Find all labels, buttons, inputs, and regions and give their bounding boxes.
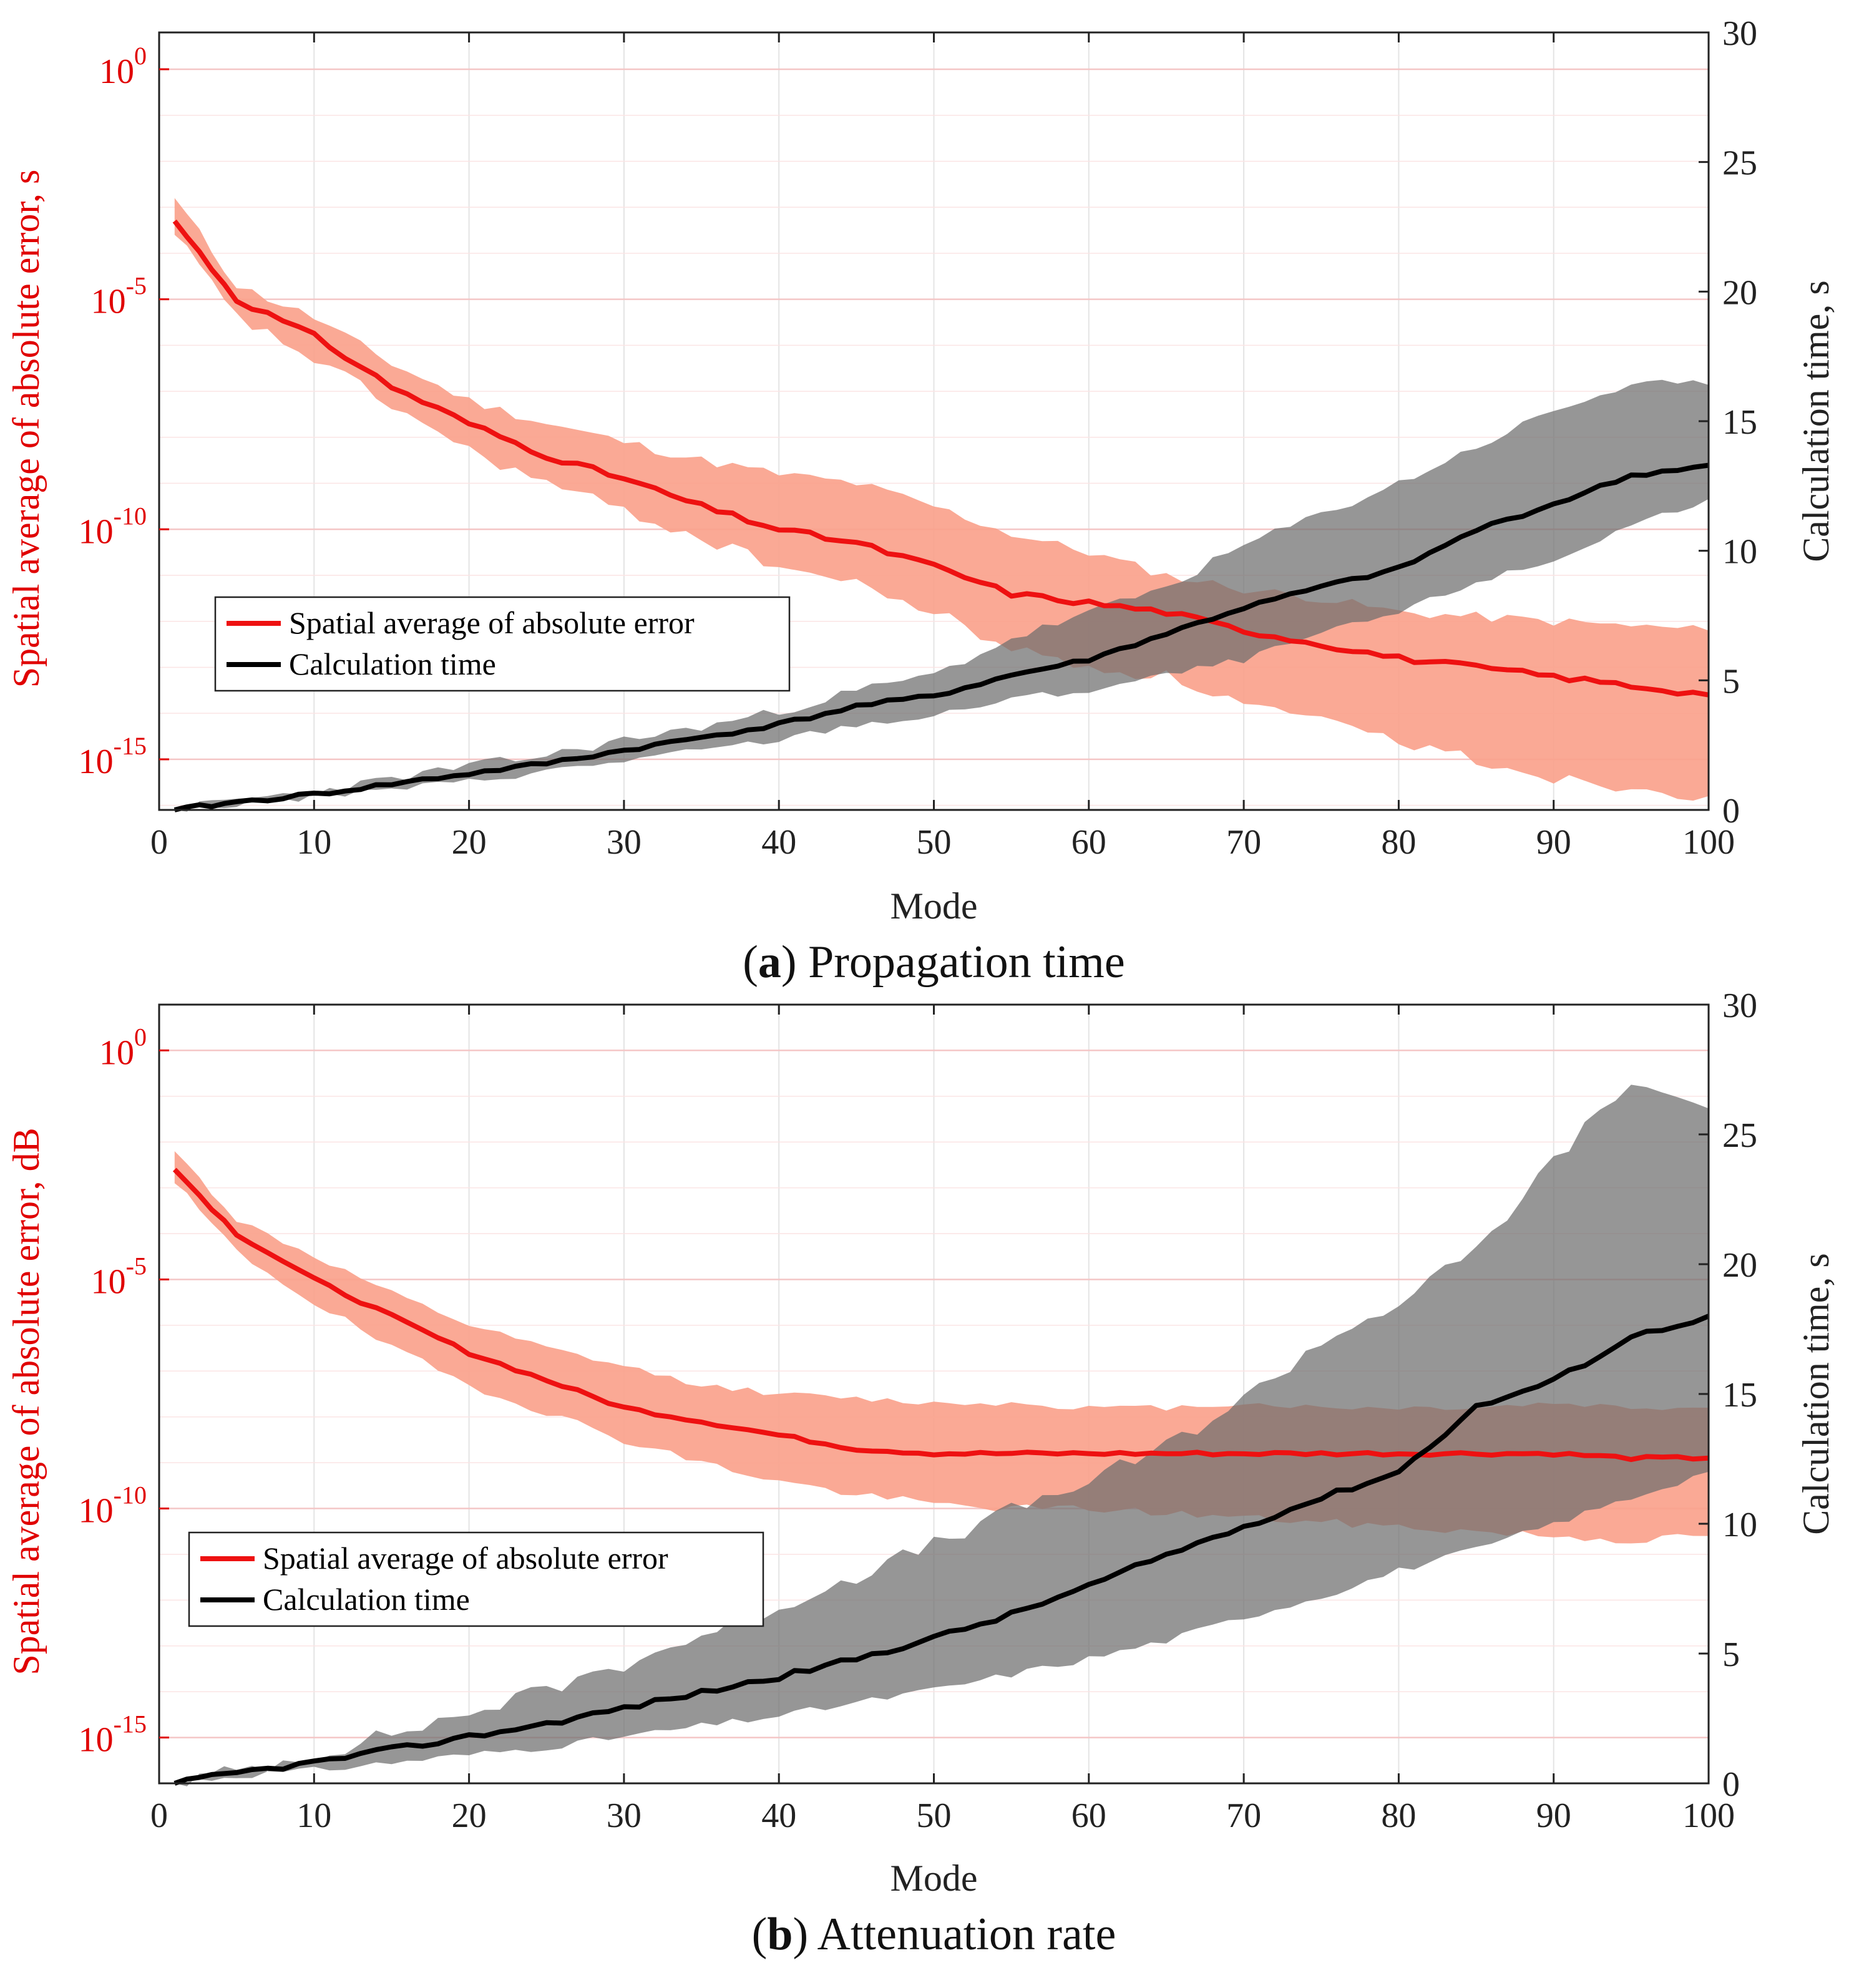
legend-label-error: Spatial average of absolute error (289, 605, 695, 640)
left-y-tick-labels: 100 10-5 10-10 10-15 (79, 1023, 169, 1760)
right-y-tick-label: 25 (1722, 144, 1757, 183)
x-tick-label: 30 (607, 823, 642, 862)
left-y-tick-label: 10-10 (79, 502, 147, 551)
x-tick-label: 40 (761, 1796, 796, 1835)
left-y-tick-label: 10-5 (91, 1252, 147, 1301)
x-tick-labels: 0 10 20 30 40 50 60 70 80 90 100 (150, 32, 1735, 862)
panel-a: 0 10 20 30 40 50 60 70 80 90 100 10010-510-1010-15… (6, 14, 1837, 988)
caption-open-paren: ( (743, 937, 758, 988)
right-y-tick-label: 20 (1722, 1246, 1757, 1285)
right-y-tick-label: 15 (1722, 403, 1757, 442)
x-tick-label: 100 (1682, 823, 1735, 862)
x-tick-label: 90 (1536, 823, 1571, 862)
caption-text: Propagation time (808, 937, 1125, 988)
left-y-tick-labels: 100 10-5 10-10 10-15 (79, 42, 169, 781)
x-tick-label: 10 (296, 1796, 331, 1835)
right-y-tick-label: 30 (1722, 987, 1757, 1025)
error-band (174, 198, 1709, 801)
right-y-axis-label: Calculation time, s (1795, 1253, 1837, 1535)
legend-label-time: Calculation time (263, 1582, 470, 1617)
left-y-tick-label: 10-15 (79, 732, 147, 781)
confidence-bands (174, 198, 1709, 812)
right-y-tick-label: 25 (1722, 1116, 1757, 1155)
caption-letter: a (758, 937, 781, 988)
right-y-tick-label: 15 (1722, 1376, 1757, 1415)
right-y-tick-label: 30 (1722, 14, 1757, 53)
caption-close-paren: ) (781, 937, 808, 988)
x-tick-labels: 0 10 20 30 40 50 60 70 80 90 100 (150, 1005, 1735, 1835)
right-y-tick-labels: 0 5 10 15 20 25 30 (1699, 14, 1757, 831)
legend: Spatial average of absolute error Calcul… (188, 1531, 764, 1627)
x-axis-label: Mode (890, 885, 978, 927)
x-tick-label: 40 (761, 823, 796, 862)
time-line (173, 462, 1709, 812)
x-tick-label: 30 (607, 1796, 642, 1835)
x-tick-label: 100 (1682, 1796, 1735, 1835)
right-y-tick-labels: 0 5 10 15 20 25 30 (1699, 987, 1757, 1804)
x-tick-label: 80 (1381, 823, 1416, 862)
error-line (172, 1167, 1709, 1463)
series-lines (172, 1167, 1710, 1786)
legend: Spatial average of absolute error Calcul… (214, 596, 791, 692)
x-tick-label: 0 (150, 823, 168, 862)
right-y-tick-label: 0 (1722, 1765, 1740, 1804)
panel-b: 0 10 20 30 40 50 60 70 80 90 100 10010-510-1010-15… (6, 987, 1837, 1960)
caption-text: Attenuation rate (817, 1909, 1116, 1960)
x-tick-label: 10 (296, 823, 331, 862)
right-y-tick-label: 20 (1722, 273, 1757, 312)
right-y-tick-label: 5 (1722, 1635, 1740, 1674)
error-line (172, 219, 1709, 698)
left-y-tick-label: 10-15 (79, 1710, 147, 1760)
x-tick-label: 60 (1071, 1796, 1106, 1835)
caption: (b) Attenuation rate (752, 1909, 1116, 1960)
x-tick-label: 50 (917, 823, 952, 862)
x-tick-label: 20 (452, 823, 487, 862)
caption: (a) Propagation time (743, 937, 1125, 988)
legend-box (214, 596, 791, 692)
left-y-tick-label: 100 (99, 1023, 147, 1072)
time-band (174, 379, 1709, 812)
caption-letter: b (767, 1909, 793, 1960)
left-y-axis-label: Spatial average of absolute error, dB (6, 1128, 47, 1675)
caption-close-paren: ) (793, 1909, 817, 1960)
legend-box (188, 1531, 764, 1627)
right-y-tick-label: 5 (1722, 662, 1740, 701)
x-axis-label: Mode (890, 1858, 978, 1899)
legend-label-time: Calculation time (289, 646, 496, 681)
confidence-bands (174, 1084, 1709, 1786)
series-lines (172, 219, 1709, 812)
x-tick-label: 20 (452, 1796, 487, 1835)
time-band (174, 1084, 1709, 1786)
legend-label-error: Spatial average of absolute error (263, 1541, 668, 1576)
x-tick-label: 70 (1226, 823, 1261, 862)
x-tick-label: 80 (1381, 1796, 1416, 1835)
time-line (173, 1313, 1710, 1786)
left-y-tick-label: 10-10 (79, 1481, 147, 1531)
left-y-tick-label: 100 (99, 42, 147, 91)
x-tick-label: 60 (1071, 823, 1106, 862)
x-tick-label: 0 (150, 1796, 168, 1835)
x-tick-label: 90 (1536, 1796, 1571, 1835)
right-y-tick-label: 0 (1722, 792, 1740, 831)
right-y-axis-label: Calculation time, s (1795, 280, 1837, 562)
caption-open-paren: ( (752, 1909, 768, 1960)
right-y-tick-label: 10 (1722, 533, 1757, 572)
right-y-tick-label: 10 (1722, 1506, 1757, 1544)
left-y-tick-label: 10-5 (91, 272, 147, 321)
x-tick-label: 50 (917, 1796, 952, 1835)
x-tick-label: 70 (1226, 1796, 1261, 1835)
left-y-axis-label: Spatial average of absolute error, s (6, 170, 47, 688)
